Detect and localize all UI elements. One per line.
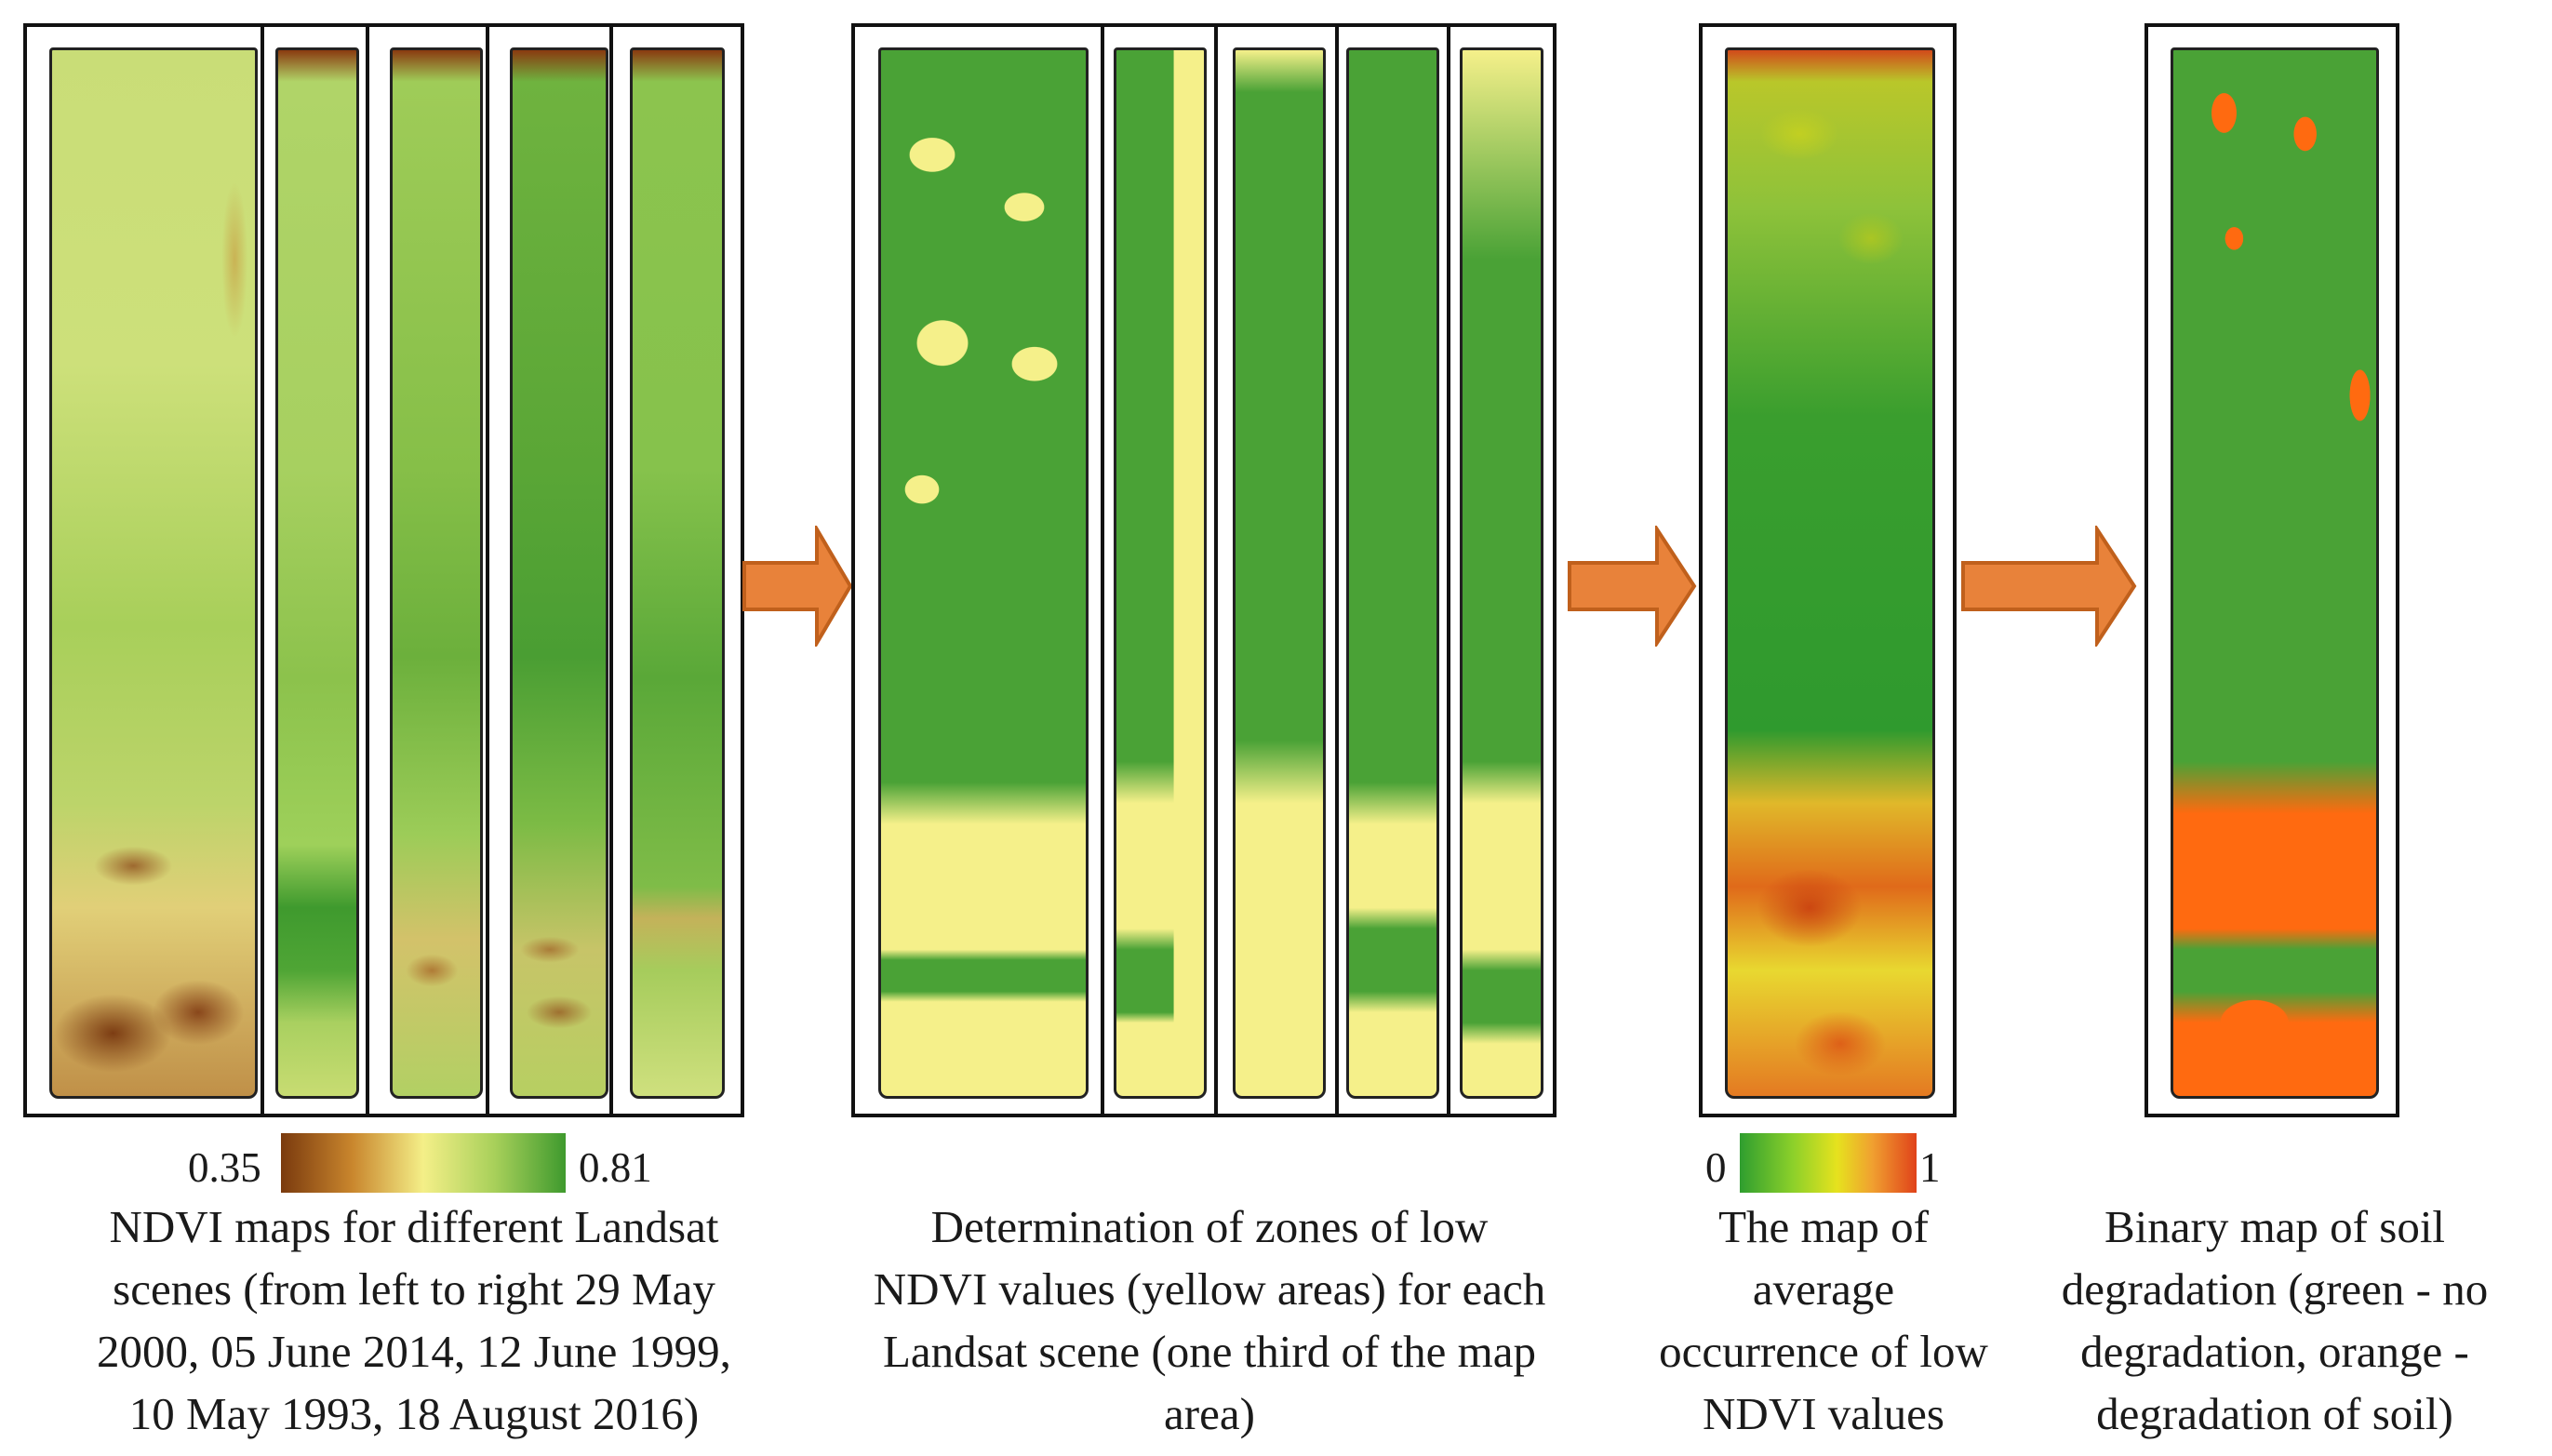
occurrence-scale-max: 1 bbox=[1919, 1144, 1941, 1191]
arrow-1-shape bbox=[742, 526, 853, 647]
ndvi-colorbar bbox=[281, 1133, 566, 1193]
arrow-2-shape bbox=[1568, 526, 1697, 647]
ndvi-map-10-may-1993 bbox=[510, 47, 608, 1099]
ndvi-scale-max: 0.81 bbox=[579, 1144, 652, 1191]
ndvi-frame-2 bbox=[261, 23, 381, 1117]
ndvi-scale-min: 0.35 bbox=[188, 1144, 261, 1191]
binary-map bbox=[2171, 47, 2379, 1099]
ndvi-map-18-august-2016 bbox=[630, 47, 725, 1099]
arrow-right-icon bbox=[742, 526, 853, 647]
zones-frame-5 bbox=[1447, 23, 1557, 1117]
ndvi-caption: NDVI maps for different Landsat scenes (… bbox=[97, 1201, 731, 1439]
arrow-3-shape bbox=[1961, 526, 2137, 647]
ndvi-map-29-may-2000 bbox=[49, 47, 258, 1099]
ndvi-frame-4 bbox=[486, 23, 625, 1117]
arrow-right-icon bbox=[1568, 526, 1697, 647]
ndvi-frame-3 bbox=[366, 23, 501, 1117]
ndvi-map-05-june-2014 bbox=[275, 47, 359, 1099]
zones-map-2 bbox=[1114, 47, 1207, 1099]
ndvi-map-12-june-1999 bbox=[390, 47, 483, 1099]
ndvi-frame-5 bbox=[609, 23, 744, 1117]
occurrence-colorbar bbox=[1740, 1133, 1917, 1193]
zones-map-5 bbox=[1460, 47, 1543, 1099]
zones-frame-2 bbox=[1101, 23, 1223, 1117]
zones-frame-1 bbox=[851, 23, 1107, 1117]
zones-map-1 bbox=[878, 47, 1089, 1099]
occurrence-map bbox=[1725, 47, 1935, 1099]
occurrence-frame bbox=[1699, 23, 1957, 1117]
ndvi-frame-1 bbox=[23, 23, 276, 1117]
binary-caption: Binary map of soil degradation (green - … bbox=[2061, 1201, 2489, 1439]
zones-map-3 bbox=[1233, 47, 1326, 1099]
zones-caption: Determination of zones of low NDVI value… bbox=[873, 1201, 1546, 1439]
zones-frame-4 bbox=[1335, 23, 1456, 1117]
arrow-right-icon bbox=[1961, 526, 2137, 647]
occurrence-caption: The map of average occurrence of low NDV… bbox=[1659, 1201, 1988, 1439]
zones-map-4 bbox=[1346, 47, 1439, 1099]
binary-frame bbox=[2144, 23, 2399, 1117]
zones-frame-3 bbox=[1214, 23, 1340, 1117]
occurrence-scale-min: 0 bbox=[1705, 1144, 1727, 1191]
